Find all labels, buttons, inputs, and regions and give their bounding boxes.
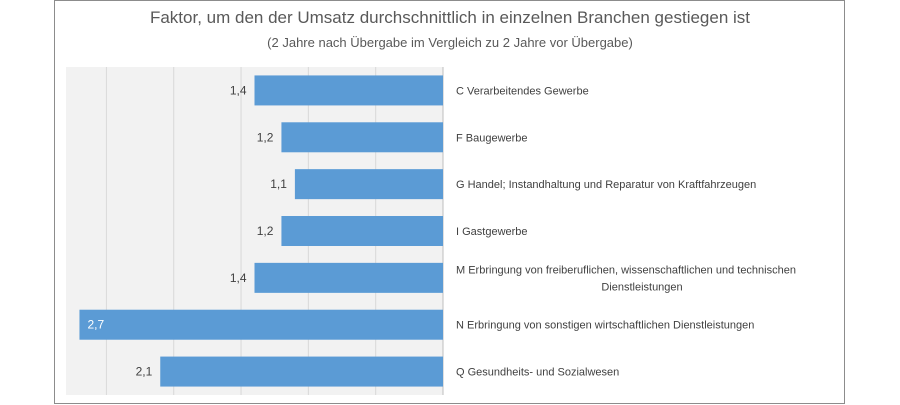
- chart-subtitle: (2 Jahre nach Übergabe im Vergleich zu 2…: [267, 35, 633, 50]
- category-label: N Erbringung von sonstigen wirtschaftlic…: [456, 320, 754, 332]
- data-label: 1,4: [230, 83, 247, 97]
- data-label: 1,2: [257, 224, 274, 238]
- category-label: I Gastgewerbe: [456, 226, 528, 238]
- bar: [281, 216, 443, 246]
- data-label: 1,4: [230, 271, 247, 285]
- bar: [254, 262, 443, 293]
- category-label: C Verarbeitendes Gewerbe: [456, 85, 589, 97]
- data-label: 2,7: [87, 318, 104, 332]
- bar: [160, 356, 443, 387]
- data-label: 2,1: [136, 365, 153, 379]
- bar: [294, 169, 443, 200]
- bar: [79, 309, 443, 340]
- bar: [254, 75, 443, 106]
- category-label: F Baugewerbe: [456, 132, 528, 144]
- category-label: M Erbringung von freiberuflichen, wissen…: [456, 264, 796, 276]
- category-label: Q Gesundheits- und Sozialwesen: [456, 367, 619, 379]
- category-label: G Handel; Instandhaltung und Reparatur v…: [456, 179, 756, 191]
- category-label: Dienstleistungen: [601, 281, 682, 293]
- chart-title: Faktor, um den der Umsatz durchschnittli…: [149, 8, 751, 27]
- bar: [281, 122, 443, 153]
- data-label: 1,1: [270, 177, 287, 191]
- data-label: 1,2: [257, 130, 274, 144]
